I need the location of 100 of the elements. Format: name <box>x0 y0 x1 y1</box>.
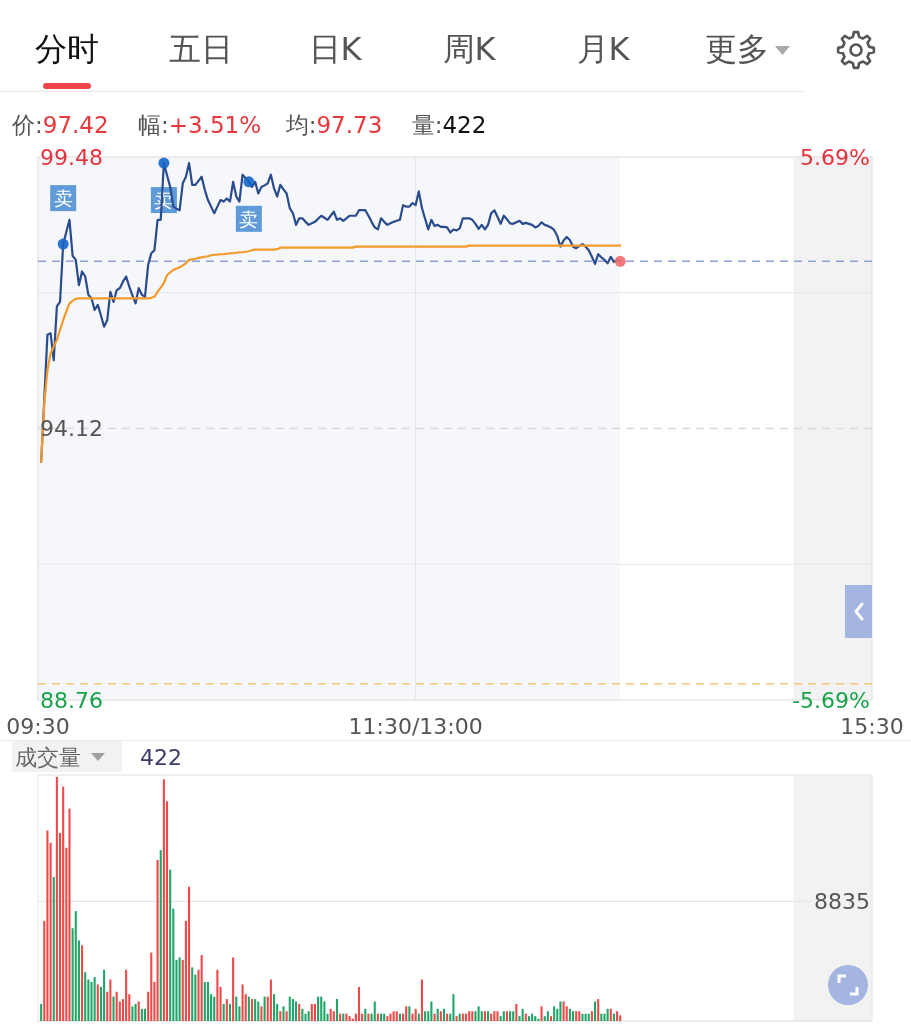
y-tick-label: 8835 <box>814 888 870 914</box>
bar <box>282 1006 285 1021</box>
bar <box>216 969 219 1021</box>
bar <box>140 1008 143 1021</box>
text: 量:422 <box>411 112 487 138</box>
point <box>243 176 255 188</box>
text: 均:97.73 <box>284 112 383 138</box>
bar <box>496 1011 499 1021</box>
bar <box>512 1011 515 1021</box>
bar <box>329 1008 332 1021</box>
bar <box>235 996 238 1021</box>
text: 分时 <box>35 30 99 68</box>
bar <box>464 1013 468 1021</box>
bar <box>250 999 254 1021</box>
bar <box>213 996 216 1021</box>
bar <box>420 979 423 1021</box>
bar <box>257 1001 260 1021</box>
bar <box>225 999 228 1021</box>
bar <box>288 996 291 1021</box>
bar <box>162 779 165 1021</box>
bar <box>317 996 320 1021</box>
bar <box>40 1003 43 1021</box>
bar <box>269 979 272 1021</box>
bar <box>323 1001 326 1021</box>
bar <box>531 1013 534 1021</box>
text: 五日 <box>169 30 233 68</box>
bar <box>603 1013 606 1021</box>
bar <box>335 999 339 1021</box>
text: 周K <box>442 30 497 68</box>
bar <box>332 1011 335 1021</box>
y2-tick-label: -5.69% <box>792 687 870 713</box>
bar <box>616 1011 619 1021</box>
bar <box>442 1008 446 1021</box>
bar <box>417 1013 420 1021</box>
bar <box>509 1011 512 1021</box>
bar <box>424 1011 427 1021</box>
bar <box>68 808 71 1021</box>
bar <box>546 1011 549 1021</box>
bar <box>392 1011 395 1021</box>
bar <box>206 981 209 1021</box>
bar <box>203 981 206 1021</box>
bar <box>62 786 65 1021</box>
bar <box>452 994 455 1021</box>
bar <box>55 776 58 1021</box>
bar <box>46 830 49 1021</box>
bar <box>125 969 128 1021</box>
bar <box>169 869 172 1021</box>
bar <box>200 955 203 1021</box>
point <box>57 238 69 250</box>
text: 月K <box>576 30 631 68</box>
bar <box>84 972 87 1021</box>
bar <box>357 986 361 1021</box>
bar <box>304 1013 307 1021</box>
text: 422 <box>140 744 182 770</box>
bar <box>433 1013 436 1021</box>
bar <box>228 1003 232 1021</box>
bar <box>285 1011 288 1021</box>
bar <box>477 1006 480 1021</box>
y2-tick-label: 5.69% <box>800 144 870 170</box>
bar <box>232 957 235 1021</box>
bar <box>430 1001 433 1021</box>
text: 日K <box>308 30 363 68</box>
bar <box>279 1011 282 1021</box>
y-tick-label: 88.76 <box>40 687 103 713</box>
bar <box>254 999 257 1021</box>
bar <box>115 991 118 1021</box>
bar <box>301 1008 304 1021</box>
bar <box>313 1003 316 1021</box>
bar <box>549 1016 553 1021</box>
bar <box>112 996 115 1021</box>
line-series <box>40 244 622 464</box>
x-tick-label: 11:30/13:00 <box>348 713 483 739</box>
bar <box>380 1013 383 1021</box>
bar <box>310 1003 313 1021</box>
bar <box>411 1013 414 1021</box>
point <box>614 255 626 267</box>
bar <box>103 969 106 1021</box>
bar <box>468 1011 471 1021</box>
bar <box>515 1003 518 1021</box>
bar <box>540 1006 543 1021</box>
bar <box>150 952 153 1021</box>
bar <box>260 1006 263 1021</box>
bar <box>291 999 294 1021</box>
bar <box>493 1011 496 1021</box>
bar <box>49 842 52 1021</box>
bar <box>222 1003 225 1021</box>
y-tick-label: 99.48 <box>40 144 103 170</box>
bar <box>52 877 55 1021</box>
bar <box>156 859 159 1021</box>
bar <box>553 1006 556 1021</box>
bar <box>619 1015 622 1021</box>
bar <box>273 994 276 1021</box>
bar <box>74 911 77 1021</box>
bar <box>93 977 96 1021</box>
bar <box>307 1011 310 1021</box>
bar <box>241 984 244 1021</box>
bar <box>521 1008 524 1021</box>
bar <box>159 850 162 1021</box>
bar <box>376 1013 379 1021</box>
bar <box>320 996 323 1021</box>
